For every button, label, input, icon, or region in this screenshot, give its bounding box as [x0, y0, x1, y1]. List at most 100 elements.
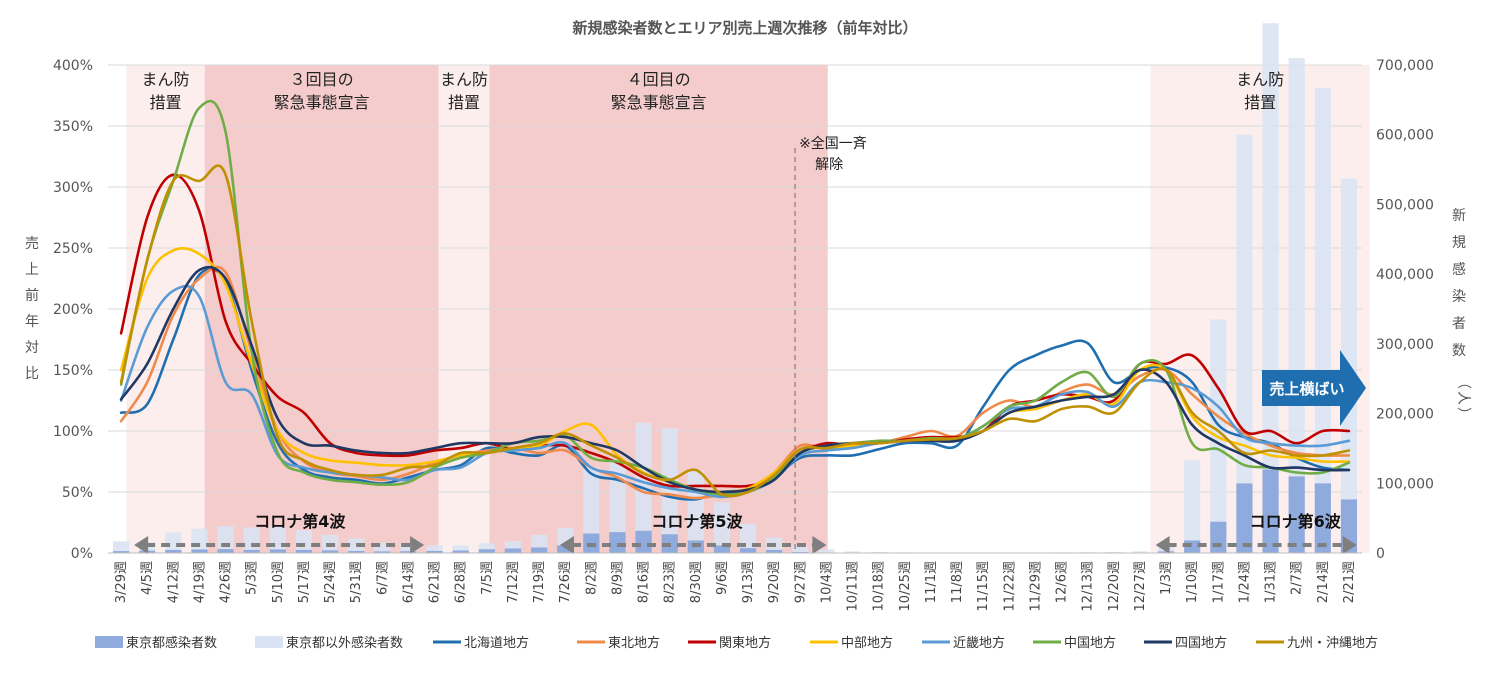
x-tick-39: 12/27週 — [1133, 561, 1148, 611]
x-tick-43: 1/24週 — [1237, 561, 1252, 603]
wave-arrow-left-head-1 — [559, 536, 574, 554]
legend-label-line-7: 九州・沖縄地方 — [1287, 635, 1378, 651]
wave-label-1: コロナ第5波 — [651, 512, 743, 531]
left-tick-4: 200% — [53, 302, 93, 318]
x-tick-25: 9/20週 — [767, 561, 782, 603]
legend-label-bar-0: 東京都感染者数 — [126, 635, 217, 651]
period-label-4-line1: まん防 — [1236, 70, 1284, 89]
x-tick-10: 6/7週 — [375, 561, 390, 595]
note-line1: ※全国一斉 — [799, 135, 867, 152]
bar-other-39 — [1131, 551, 1149, 553]
wave-arrow-right-head-2 — [1342, 536, 1357, 554]
x-tick-20: 8/16週 — [637, 561, 652, 603]
x-tick-7: 5/17週 — [297, 561, 312, 603]
bar-tokyo-13 — [452, 550, 469, 553]
bar-tokyo-16 — [530, 547, 548, 553]
x-tick-8: 5/24週 — [323, 561, 338, 603]
bar-tokyo-10 — [374, 551, 391, 553]
wave-label-2: コロナ第6波 — [1250, 512, 1342, 531]
bar-other-15 — [504, 540, 522, 549]
x-tick-36: 12/6週 — [1055, 561, 1070, 603]
left-tick-0: 0% — [71, 546, 93, 562]
right-tick-7: 700,000 — [1376, 58, 1434, 74]
bar-tokyo-43 — [1236, 483, 1253, 553]
bar-other-37 — [1079, 552, 1096, 553]
left-tick-3: 150% — [53, 363, 93, 379]
bar-tokyo-6 — [269, 549, 286, 553]
callout-label: 売上横ばい — [1269, 380, 1344, 398]
x-tick-2: 4/12週 — [166, 561, 181, 603]
wave-label-0: コロナ第4波 — [254, 512, 346, 531]
bar-tokyo-15 — [504, 548, 522, 553]
bar-other-42 — [1210, 319, 1227, 522]
x-tick-35: 11/29週 — [1028, 561, 1043, 611]
bar-other-10 — [374, 542, 391, 552]
bar-other-18 — [583, 467, 600, 534]
x-tick-21: 8/23週 — [663, 561, 678, 603]
left-tick-1: 50% — [62, 485, 93, 501]
x-tick-3: 4/19週 — [192, 561, 207, 603]
left-tick-8: 400% — [53, 58, 93, 74]
bar-tokyo-40 — [1157, 551, 1175, 553]
bar-other-13 — [452, 545, 469, 551]
bar-tokyo-46 — [1314, 483, 1331, 553]
x-tick-19: 8/9週 — [610, 561, 625, 595]
bar-tokyo-0 — [112, 551, 130, 553]
left-axis-label-char-3: 年 — [25, 314, 39, 330]
bar-other-38 — [1105, 551, 1122, 553]
bar-tokyo-20 — [635, 530, 652, 553]
right-tick-1: 100,000 — [1376, 476, 1434, 492]
line-series-6 — [119, 265, 1351, 494]
x-tick-29: 10/18週 — [872, 561, 887, 611]
x-tick-5: 5/3週 — [245, 561, 260, 595]
wave-arrows: コロナ第4波 コロナ第5波 コロナ第6波 — [134, 512, 1357, 554]
bar-tokyo-12 — [426, 550, 443, 553]
x-tick-28: 10/11週 — [846, 561, 861, 611]
x-tick-1: 4/5週 — [140, 561, 155, 595]
x-tick-23: 9/6週 — [715, 561, 730, 595]
wave-arrow-right-head-1 — [812, 536, 827, 554]
left-axis-label-char-1: 上 — [25, 262, 39, 278]
x-axis: 3/29週 4/5週 4/12週 4/19週 4/26週 5/3週 5/10週 5/17週 5/… — [108, 552, 1362, 611]
left-axis-label-char-5: 比 — [25, 366, 39, 382]
callout-arrow — [1262, 350, 1366, 426]
bar-other-14 — [478, 543, 495, 550]
legend-label-line-4: 近畿地方 — [953, 635, 1005, 651]
wave-arrow-left-head-0 — [134, 536, 149, 554]
bar-tokyo-17 — [557, 545, 574, 553]
right-tick-2: 200,000 — [1376, 407, 1434, 423]
right-axis-label-char-3: 染 — [1452, 289, 1466, 305]
bar-other-26 — [792, 545, 809, 552]
right-axis-label-char-4: 者 — [1452, 316, 1466, 332]
x-tick-12: 6/21週 — [428, 561, 443, 603]
x-tick-17: 7/26週 — [558, 561, 573, 603]
x-tick-45: 2/7週 — [1290, 561, 1305, 595]
x-tick-6: 5/10週 — [271, 561, 286, 603]
x-tick-44: 1/31週 — [1264, 561, 1279, 603]
right-axis-unit-char-1: 人 — [1455, 391, 1471, 405]
right-tick-0: 0 — [1376, 546, 1385, 562]
right-axis-unit-char-0: （ — [1455, 375, 1471, 389]
legend-label-line-3: 中部地方 — [841, 635, 893, 651]
x-tick-15: 7/12週 — [506, 561, 521, 603]
bar-tokyo-19 — [609, 532, 626, 553]
x-tick-22: 8/30週 — [689, 561, 704, 603]
x-tick-32: 11/8週 — [950, 561, 965, 603]
bar-tokyo-26 — [792, 551, 809, 553]
bar-other-23 — [713, 502, 731, 546]
right-tick-3: 300,000 — [1376, 337, 1434, 353]
x-tick-24: 9/13週 — [741, 561, 756, 603]
bar-tokyo-2 — [165, 549, 182, 553]
x-tick-33: 11/15週 — [976, 561, 991, 611]
bar-other-43 — [1236, 134, 1253, 484]
left-axis-label-char-4: 対 — [25, 340, 39, 356]
x-tick-11: 6/14週 — [401, 561, 416, 603]
right-axis-label-char-1: 規 — [1452, 235, 1466, 251]
legend-label-line-6: 四国地方 — [1175, 635, 1227, 651]
x-tick-14: 7/5週 — [480, 561, 495, 595]
left-tick-2: 100% — [53, 424, 93, 440]
x-tick-47: 2/21週 — [1342, 561, 1357, 603]
